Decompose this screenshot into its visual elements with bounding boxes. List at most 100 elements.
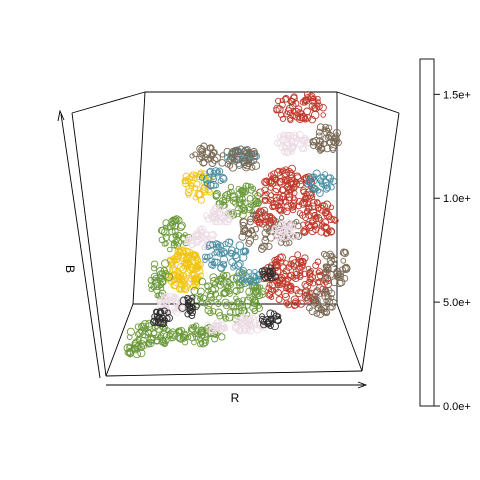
scatter-point <box>280 147 289 156</box>
scatter-point <box>194 256 202 264</box>
scatter-point <box>143 326 150 333</box>
scatter-point <box>206 253 213 260</box>
scatter-point <box>275 224 282 232</box>
scatter-point <box>331 134 340 143</box>
box-edge-left-front <box>71 112 107 377</box>
scatter-point <box>151 265 158 272</box>
scatter-point <box>322 223 329 230</box>
scatter-point <box>238 277 245 283</box>
scatter-point <box>185 192 192 198</box>
scatter-point <box>267 264 275 271</box>
scatter-point <box>282 207 291 216</box>
scatter-point <box>227 246 236 255</box>
scatter-point <box>241 187 250 196</box>
scatter-point <box>199 339 208 348</box>
scatter-point <box>208 151 216 160</box>
scatter-point <box>196 144 205 154</box>
scatter-point <box>301 97 309 104</box>
scatter-point <box>258 267 266 275</box>
scatter-point <box>211 251 217 257</box>
scatter-point <box>161 227 170 237</box>
scatter-point <box>322 209 329 216</box>
scatter-point <box>316 206 322 212</box>
scatter-point <box>294 251 302 259</box>
scatter-point <box>282 95 290 103</box>
scatter-point <box>274 317 282 325</box>
scatter-point <box>290 196 298 204</box>
scatter-point <box>339 248 348 257</box>
scatter-point <box>150 260 159 268</box>
scatter-point <box>191 339 197 346</box>
scatter-point <box>218 159 226 167</box>
scatter-point <box>176 285 184 293</box>
scatter-point <box>298 259 305 265</box>
scatter-point <box>171 216 179 224</box>
scatter-point <box>154 315 164 324</box>
scatter-point <box>235 241 245 250</box>
scatter-point <box>205 287 212 294</box>
scatter-point <box>304 295 311 302</box>
scatter-point <box>252 268 258 275</box>
scatter-point <box>282 198 290 206</box>
scatter-point <box>327 259 334 266</box>
scatter-point <box>189 233 197 241</box>
scatter-point <box>221 313 228 320</box>
scatter-point <box>239 221 247 229</box>
y-axis-label: B <box>63 265 77 273</box>
scatter-point <box>260 242 269 251</box>
scatter-point <box>287 283 294 290</box>
scatter-point <box>330 256 338 263</box>
scatter-point <box>284 139 291 147</box>
scatter-point <box>265 284 272 291</box>
scatter-point <box>198 277 207 286</box>
scatter-point <box>239 267 247 274</box>
scatter-point <box>322 269 331 278</box>
scatter-point <box>221 211 230 219</box>
scatter-point <box>288 287 295 294</box>
scatter-point <box>270 170 279 179</box>
scatter-point <box>169 262 176 269</box>
scatter-point <box>190 323 198 331</box>
scatter-point <box>245 314 254 323</box>
scatter-point <box>298 257 307 267</box>
scatter-point <box>131 341 140 350</box>
scatter-point <box>213 182 220 189</box>
scatter-point <box>315 284 324 293</box>
scatter-point <box>198 326 206 334</box>
scatter-point <box>215 168 221 175</box>
x-axis-arrowhead <box>357 381 368 389</box>
scatter-point <box>242 162 248 169</box>
scatter-point <box>316 189 324 197</box>
scatter-point <box>204 329 212 338</box>
scatter-point <box>140 330 150 339</box>
scatter-point <box>267 177 275 186</box>
scatter-point <box>290 295 300 304</box>
scatter-point <box>231 308 240 316</box>
scatter-point <box>173 242 182 250</box>
scatter-point <box>202 299 210 306</box>
scatter-point <box>188 303 195 311</box>
scatter-point <box>246 195 254 202</box>
scatter-point <box>331 261 338 268</box>
scatter-point <box>281 226 288 232</box>
scatter-point <box>279 185 287 194</box>
scatter-point <box>306 304 313 312</box>
scatter-point <box>180 277 187 284</box>
scatter-point <box>289 232 298 241</box>
scatter-point <box>245 205 253 214</box>
scatter-point <box>309 96 318 104</box>
scatter-point <box>195 155 203 163</box>
scatter-point <box>313 213 320 220</box>
scatter-point <box>209 273 218 282</box>
scatter-point <box>197 295 204 302</box>
scatter-point <box>274 139 282 147</box>
scatter-point <box>332 217 339 224</box>
scatter-point <box>276 177 284 186</box>
scatter-point <box>206 329 214 337</box>
scatter-point <box>184 188 193 197</box>
scatter-point <box>240 225 249 234</box>
scatter-point <box>255 219 264 227</box>
scatter-point <box>261 236 270 245</box>
scatter-point <box>183 260 189 267</box>
scatter-point <box>224 215 233 223</box>
